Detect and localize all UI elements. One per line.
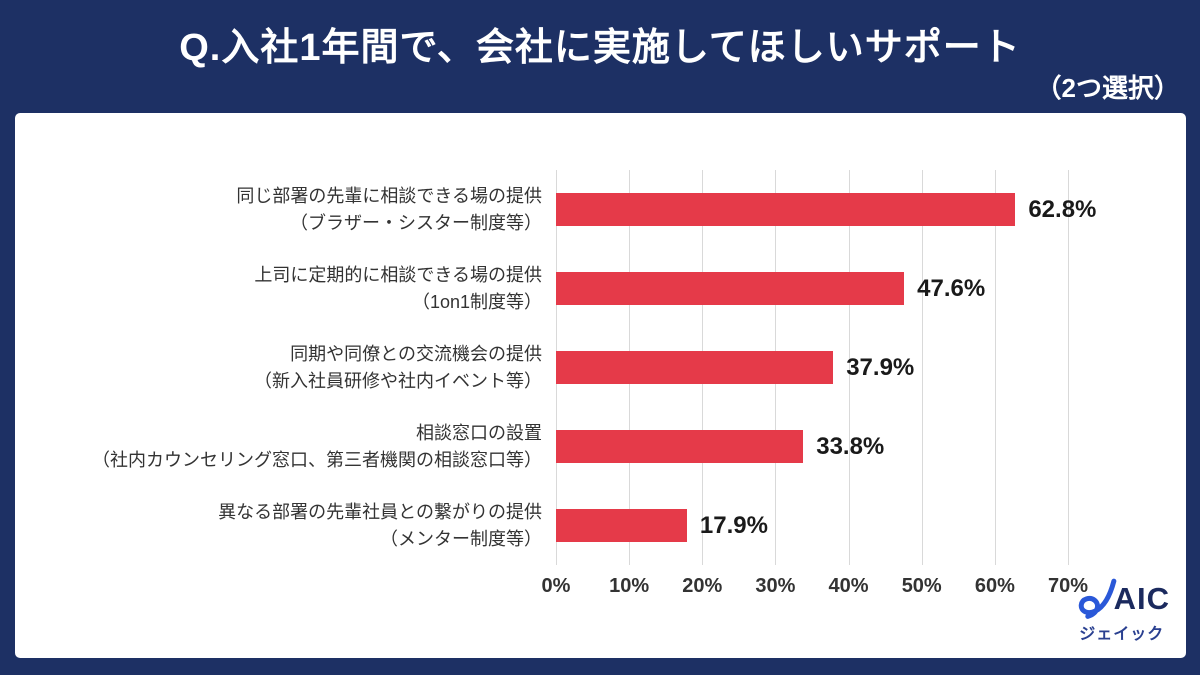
gridline bbox=[994, 170, 996, 565]
jaic-j-icon bbox=[1078, 578, 1116, 619]
category-label: 異なる部署の先輩社員との繋がりの提供 （メンター制度等） bbox=[218, 499, 542, 553]
x-axis-tick-label: 0% bbox=[541, 575, 571, 597]
value-label: 17.9% bbox=[699, 511, 768, 539]
bar bbox=[556, 430, 804, 463]
bar bbox=[556, 351, 834, 384]
jaic-logo-row: AIC bbox=[1074, 577, 1170, 619]
x-axis-tick-label: 70% bbox=[1047, 575, 1089, 597]
gridline bbox=[921, 170, 923, 565]
bar bbox=[556, 272, 905, 305]
jaic-logo-letters: AIC bbox=[1113, 580, 1170, 616]
bar bbox=[556, 193, 1016, 226]
chart-title: Q.入社1年間で、会社に実施してほしいサポート bbox=[179, 27, 1021, 69]
category-label-line: （新入社員研修や社内イベント等） bbox=[254, 370, 542, 391]
category-label: 相談窓口の設置 （社内カウンセリング窓口、第三者機関の相談窓口等） bbox=[92, 420, 542, 474]
value-label: 62.8% bbox=[1028, 195, 1097, 223]
jaic-logo-subtext: ジェイック bbox=[1079, 626, 1165, 643]
x-axis-tick-label: 30% bbox=[755, 575, 796, 597]
category-label: 同じ部署の先輩に相談できる場の提供 （ブラザー・シスター制度等） bbox=[236, 183, 542, 237]
value-label: 33.8% bbox=[816, 432, 885, 460]
category-label-line: 上司に定期的に相談できる場の提供 bbox=[254, 264, 542, 285]
category-label: 上司に定期的に相談できる場の提供 （1on1制度等） bbox=[254, 262, 542, 316]
x-axis-tick-label: 20% bbox=[682, 575, 723, 597]
x-axis-tick-label: 40% bbox=[828, 575, 869, 597]
category-label-line: （ブラザー・シスター制度等） bbox=[290, 212, 542, 233]
jaic-logo: AIC ジェイック bbox=[1074, 577, 1170, 644]
chart-subtitle: （2つ選択） bbox=[1035, 73, 1180, 103]
category-label-line: 同じ部署の先輩に相談できる場の提供 bbox=[236, 185, 542, 206]
bar bbox=[556, 509, 687, 542]
category-label-line: （1on1制度等） bbox=[411, 291, 542, 312]
category-label: 同期や同僚との交流機会の提供 （新入社員研修や社内イベント等） bbox=[254, 341, 542, 395]
value-label: 37.9% bbox=[846, 353, 915, 381]
x-axis-tick-label: 60% bbox=[974, 575, 1015, 597]
x-axis-tick-label: 50% bbox=[901, 575, 942, 597]
x-axis-tick-label: 10% bbox=[609, 575, 650, 597]
category-label-line: 異なる部署の先輩社員との繋がりの提供 bbox=[218, 501, 542, 522]
category-label-line: 相談窓口の設置 bbox=[416, 422, 542, 443]
category-label-line: （社内カウンセリング窓口、第三者機関の相談窓口等） bbox=[92, 449, 542, 470]
category-label-line: （メンター制度等） bbox=[380, 528, 542, 549]
category-label-line: 同期や同僚との交流機会の提供 bbox=[290, 343, 542, 364]
chart-card: 0% 10% 20% 30% 40% 50% 60% 70% 同じ部署の先輩に相談できる場の提供… bbox=[15, 113, 1186, 658]
gridline bbox=[1068, 170, 1069, 565]
gridline bbox=[848, 170, 850, 565]
value-label: 47.6% bbox=[917, 274, 986, 302]
plot-area: 0% 10% 20% 30% 40% 50% 60% 70% 同じ部署の先輩に相談できる場の提供… bbox=[92, 170, 1096, 597]
